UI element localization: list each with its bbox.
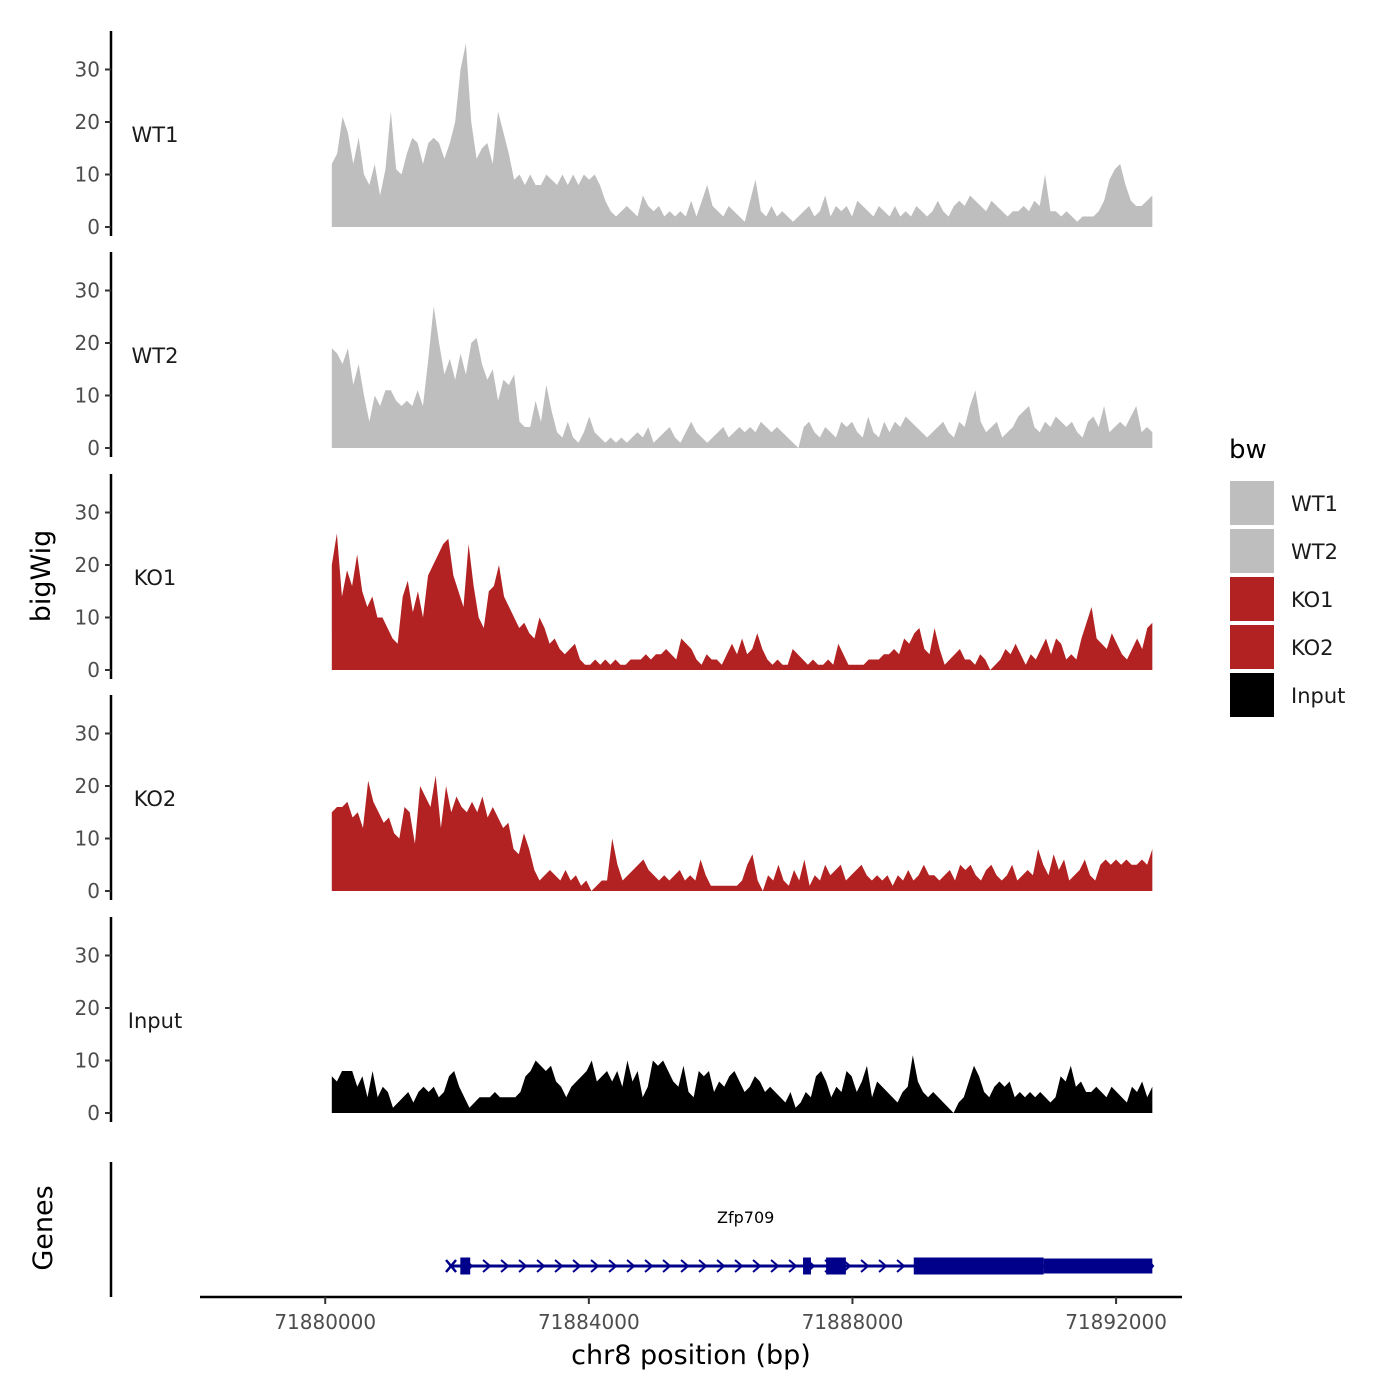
- strand-arrow: [554, 1259, 564, 1273]
- y-tick-label-wt2-30: 30: [75, 279, 100, 303]
- legend-label-wt1: WT1: [1291, 492, 1338, 516]
- strand-arrow: [878, 1259, 888, 1273]
- strand-arrow: [698, 1259, 708, 1273]
- y-tick-label-ko1-10: 10: [75, 606, 100, 630]
- track-label-input: Input: [128, 1009, 182, 1033]
- y-tick-label-input-20: 20: [75, 996, 100, 1020]
- strand-arrow: [662, 1259, 672, 1273]
- legend-label-input: Input: [1291, 684, 1345, 708]
- y-tick-label-wt2-0: 0: [87, 436, 100, 460]
- y-tick-label-ko2-10: 10: [75, 827, 100, 851]
- strand-arrow: [788, 1259, 798, 1273]
- exon-3: [826, 1257, 846, 1275]
- strand-arrow: [608, 1259, 618, 1273]
- x-axis: chr8 position (bp) 71880000 71884000 71888…: [200, 1295, 1182, 1371]
- strand-arrow: [734, 1259, 744, 1273]
- exon-4: [913, 1257, 1044, 1275]
- gene-zfp709: Zfp709: [445, 1208, 1155, 1275]
- legend-swatch-ko1: [1228, 575, 1276, 623]
- tracks-layer: 0 10 20 30 WT1 0 10 20 30 WT2 0 10 20 30 KO1 0 10 20 30 KO2…: [75, 31, 1153, 1125]
- legend-label-ko1: KO1: [1291, 588, 1334, 612]
- y-tick-label-ko1-30: 30: [75, 501, 100, 525]
- x-tick-label-71880000: 71880000: [274, 1310, 376, 1334]
- x-tick-label-71888000: 71888000: [802, 1310, 904, 1334]
- strand-arrow: [482, 1259, 492, 1273]
- x-tick-label-71884000: 71884000: [538, 1310, 640, 1334]
- y-tick-label-wt1-20: 20: [75, 110, 100, 134]
- area-series-wt1: [331, 43, 1153, 227]
- track-panel-wt1: 0 10 20 30 WT1: [75, 31, 1153, 239]
- exon-2: [803, 1257, 811, 1275]
- strand-arrow: [500, 1259, 510, 1273]
- y-tick-label-wt2-20: 20: [75, 331, 100, 355]
- y-tick-label-wt1-10: 10: [75, 163, 100, 187]
- y-tick-label-wt2-10: 10: [75, 384, 100, 408]
- track-panel-ko2: 0 10 20 30 KO2: [75, 695, 1153, 903]
- strand-arrow: [626, 1259, 636, 1273]
- track-label-wt1: WT1: [132, 123, 179, 147]
- strand-arrow: [680, 1259, 690, 1273]
- x-axis-title: chr8 position (bp): [571, 1340, 811, 1371]
- legend-swatch-input: [1228, 671, 1276, 719]
- track-label-wt2: WT2: [132, 344, 179, 368]
- gene-label: Zfp709: [717, 1208, 774, 1227]
- y-tick-label-input-30: 30: [75, 944, 100, 968]
- track-panel-input: 0 10 20 30 Input: [75, 917, 1153, 1125]
- genes-panel: Genes Zfp709: [28, 1162, 1155, 1297]
- area-series-input: [331, 1055, 1153, 1113]
- strand-arrow: [770, 1259, 780, 1273]
- track-panel-ko1: 0 10 20 30 KO1: [75, 474, 1153, 682]
- strand-arrow: [590, 1259, 600, 1273]
- area-series-ko2: [331, 775, 1153, 891]
- strand-arrow: [644, 1259, 654, 1273]
- y-tick-label-wt1-30: 30: [75, 58, 100, 82]
- legend: bw WT1 WT2 KO1 KO2 Input: [1228, 435, 1345, 719]
- legend-label-wt2: WT2: [1291, 540, 1338, 564]
- strand-arrow: [518, 1259, 528, 1273]
- gene-start-marker: [445, 1259, 457, 1273]
- legend-swatch-ko2: [1228, 623, 1276, 671]
- y-tick-label-wt1-0: 0: [87, 215, 100, 239]
- strand-arrow: [536, 1259, 546, 1273]
- strand-arrow: [860, 1259, 870, 1273]
- y-axis-title: bigWig: [26, 530, 57, 623]
- strand-arrow: [716, 1259, 726, 1273]
- track-label-ko2: KO2: [134, 787, 177, 811]
- y-tick-label-ko1-20: 20: [75, 553, 100, 577]
- y-tick-label-input-0: 0: [87, 1101, 100, 1125]
- x-tick-label-71892000: 71892000: [1065, 1310, 1167, 1334]
- y-tick-label-ko2-20: 20: [75, 774, 100, 798]
- track-label-ko1: KO1: [134, 566, 177, 590]
- exon-1: [460, 1257, 471, 1275]
- y-tick-label-input-10: 10: [75, 1049, 100, 1073]
- y-tick-label-ko1-0: 0: [87, 658, 100, 682]
- y-tick-label-ko2-30: 30: [75, 722, 100, 746]
- legend-title: bw: [1229, 435, 1267, 465]
- legend-label-ko2: KO2: [1291, 636, 1334, 660]
- area-series-wt2: [331, 306, 1153, 448]
- y-tick-label-ko2-0: 0: [87, 879, 100, 903]
- strand-arrow: [896, 1259, 906, 1273]
- gene-end-marker: [1149, 1260, 1155, 1272]
- legend-swatch-wt1: [1228, 479, 1276, 527]
- strand-arrow: [752, 1259, 762, 1273]
- track-panel-wt2: 0 10 20 30 WT2: [75, 252, 1153, 460]
- exon-5: [1043, 1258, 1153, 1274]
- area-series-ko1: [331, 533, 1153, 670]
- genes-panel-title: Genes: [28, 1185, 59, 1270]
- legend-swatch-wt2: [1228, 527, 1276, 575]
- strand-arrow: [572, 1259, 582, 1273]
